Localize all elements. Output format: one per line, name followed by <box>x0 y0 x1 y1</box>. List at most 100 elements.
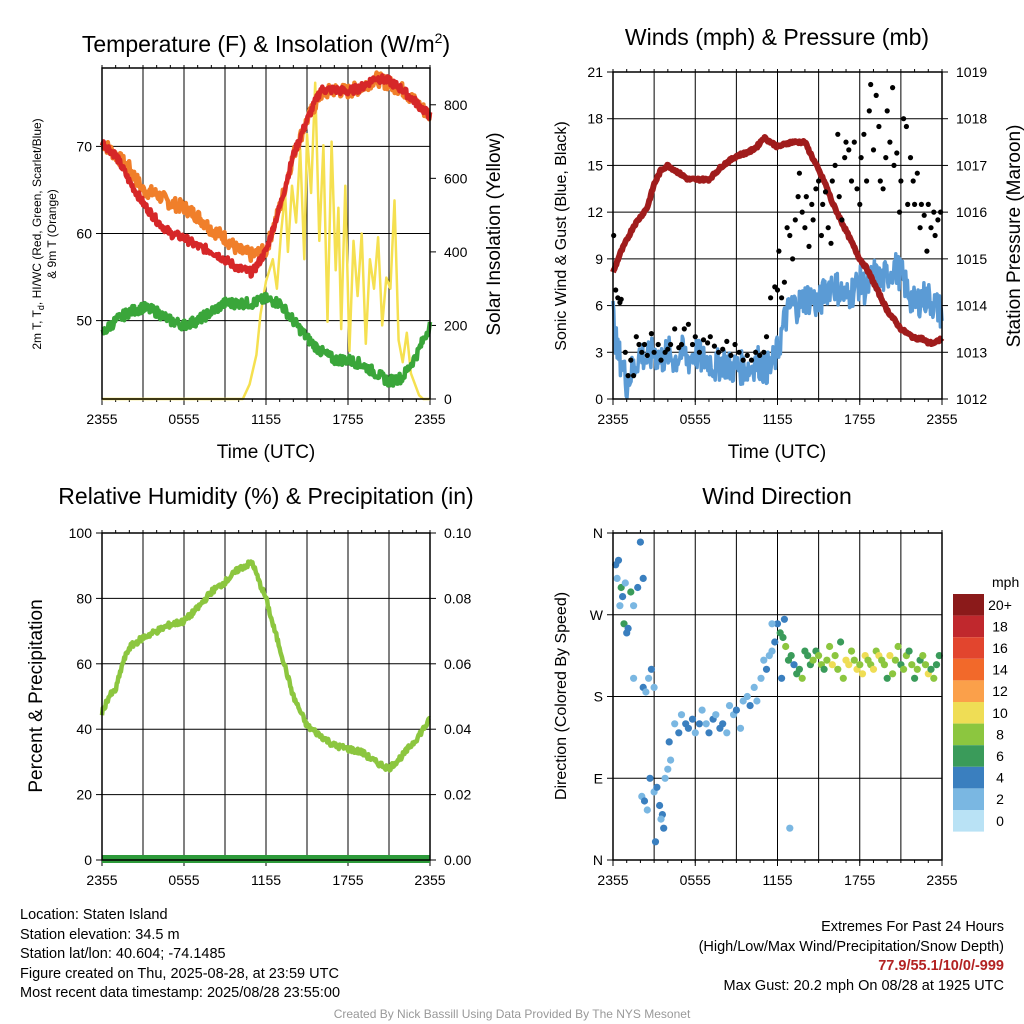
wind-direction-point <box>837 638 845 646</box>
wind-direction-point <box>826 642 834 651</box>
wind-direction-point <box>760 656 768 664</box>
gust-point <box>776 248 782 254</box>
gust-point <box>810 217 816 223</box>
wind-direction-point <box>908 661 916 669</box>
y-axis-label-temperature-line2: & 9m T (Orange) <box>45 189 59 279</box>
wind-direction-point <box>616 602 624 610</box>
gust-point <box>880 186 886 192</box>
y2-tick-label: 1012 <box>956 391 987 407</box>
y-tick-label: 0 <box>84 852 92 868</box>
y2-tick-label: 1019 <box>956 64 987 80</box>
wind-direction-point <box>660 824 668 832</box>
wind-direction-point <box>919 652 927 660</box>
gust-point <box>914 170 920 176</box>
gust-point <box>763 334 770 340</box>
gust-point <box>868 81 874 88</box>
gust-point <box>792 217 798 223</box>
gust-point <box>613 287 619 293</box>
x-tick-label: 1755 <box>844 411 875 427</box>
wind-direction-point <box>790 661 798 669</box>
gust-point <box>716 349 722 355</box>
gust-point <box>644 352 650 358</box>
x-tick-label: 0555 <box>168 411 199 427</box>
y-tick-label: 80 <box>76 590 92 606</box>
gust-point <box>668 341 674 348</box>
wind-direction-point <box>778 674 786 682</box>
y2-axis-label-temperature: Solar Insolation (Yellow) <box>484 132 505 335</box>
wind-direction-point <box>786 824 794 832</box>
gust-point <box>925 201 931 207</box>
legend-label: 10 <box>992 705 1008 721</box>
legend-label: 0 <box>996 813 1004 829</box>
gust-point <box>779 295 785 301</box>
x-tick-label: 2355 <box>414 411 445 427</box>
x-tick-label: 1155 <box>762 411 792 427</box>
gust-point <box>836 194 842 200</box>
legend-swatch <box>953 702 984 724</box>
wind-direction-point <box>624 624 632 633</box>
wind-direction-point <box>691 729 699 737</box>
gust-point <box>857 201 863 207</box>
wind-direction-point <box>705 729 713 737</box>
panel-title-winds: Winds (mph) & Pressure (mb) <box>625 24 929 50</box>
gust-point <box>883 155 889 161</box>
wind-direction-point <box>804 652 812 660</box>
y-axis-label-wind-direction: Direction (Colored By Speed) <box>553 592 570 800</box>
wind-direction-point <box>627 588 635 596</box>
wind-direction-point <box>771 638 779 646</box>
gust-point <box>887 139 893 145</box>
panel-title-wind-direction: Wind Direction <box>702 483 852 509</box>
gust-point <box>843 139 849 145</box>
gust-point <box>835 131 841 137</box>
gust-point <box>678 341 685 348</box>
gust-point <box>851 139 857 145</box>
gust-point <box>728 352 734 358</box>
station-location: Location: Staten Island <box>20 907 168 923</box>
humidity-panel: 2355 0555 1155 1755 2355 0 20 40 60 80 100 0.00 0.02… <box>69 525 472 888</box>
wind-direction-point <box>913 665 921 673</box>
wind-direction-point <box>815 652 823 660</box>
gust-point <box>818 232 825 239</box>
gust-point <box>768 295 774 301</box>
gust-point <box>732 341 738 348</box>
gust-point <box>898 178 904 184</box>
gust-point <box>707 334 713 340</box>
y-tick-label: 6 <box>595 298 603 314</box>
legend-label: 4 <box>996 770 1004 786</box>
wind-direction-point <box>719 720 727 728</box>
gust-point <box>829 178 835 184</box>
gust-point <box>901 116 907 122</box>
y-tick-label: N <box>593 525 603 541</box>
gust-point <box>816 178 822 184</box>
gust-point <box>628 357 634 363</box>
gust-point <box>931 209 937 215</box>
y-tick-label: 20 <box>76 787 92 803</box>
y-tick-label: 18 <box>587 111 603 127</box>
wind-direction-point <box>834 665 842 673</box>
x-tick-label: 0555 <box>680 872 711 888</box>
wind-direction-point <box>795 665 804 673</box>
gust-point <box>648 331 655 337</box>
gust-point <box>842 155 848 161</box>
wind-direction-point <box>712 711 720 719</box>
wind-direction-point <box>621 579 629 587</box>
wind-direction-point <box>695 720 704 728</box>
wind-direction-point <box>746 702 754 710</box>
legend-label: 12 <box>992 683 1008 699</box>
wind-direction-point <box>723 729 731 737</box>
y-tick-label: N <box>593 852 603 868</box>
gust-point <box>905 201 911 207</box>
wind-direction-point <box>613 574 621 583</box>
x-tick-label: 1155 <box>251 872 281 888</box>
x-tick-label: 0555 <box>680 411 711 427</box>
wind-direction-point <box>823 656 831 664</box>
legend-label: 16 <box>992 640 1008 656</box>
wind-direction-point <box>664 765 672 773</box>
wind-direction-point <box>671 720 679 728</box>
station-elevation: Station elevation: 34.5 m <box>20 926 180 943</box>
gust-point <box>681 326 687 332</box>
y-tick-label: 40 <box>76 721 92 737</box>
wind-direction-point <box>921 661 930 669</box>
legend-swatch <box>953 680 984 702</box>
gust-point <box>774 287 781 293</box>
